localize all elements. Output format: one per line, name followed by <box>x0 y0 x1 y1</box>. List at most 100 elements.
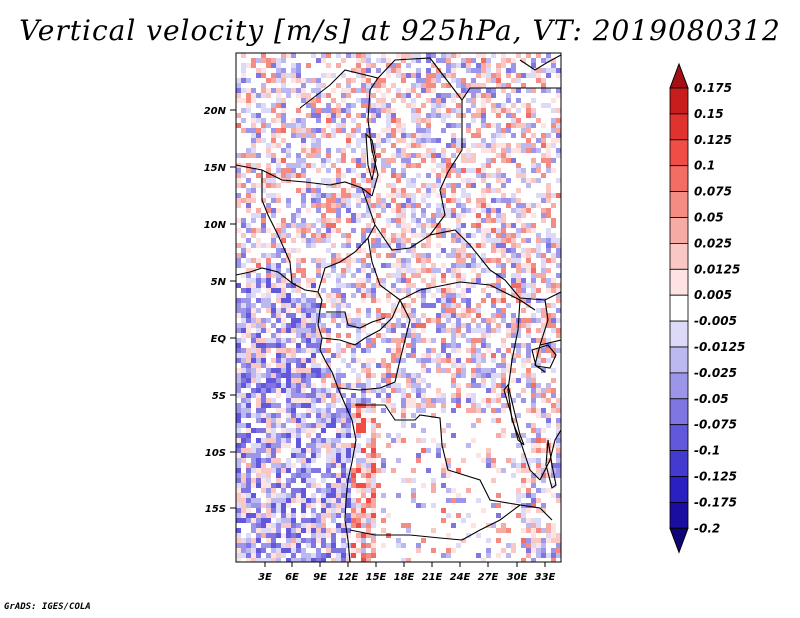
field-cell <box>336 113 341 118</box>
field-cell <box>241 448 246 453</box>
field-cell <box>496 468 501 473</box>
field-cell <box>431 488 436 493</box>
field-cell <box>251 553 256 558</box>
field-cell <box>436 443 441 448</box>
field-cell <box>341 118 346 123</box>
field-cell <box>246 203 251 208</box>
field-cell <box>341 483 346 488</box>
field-cell <box>236 343 241 348</box>
field-cell <box>241 433 246 438</box>
field-cell <box>431 278 436 283</box>
field-cell <box>301 203 306 208</box>
field-cell <box>361 298 366 303</box>
field-cell <box>371 433 376 438</box>
field-cell <box>301 508 306 513</box>
field-cell <box>531 538 536 543</box>
field-cell <box>431 283 436 288</box>
field-cell <box>496 313 501 318</box>
field-cell <box>551 233 556 238</box>
field-cell <box>261 393 266 398</box>
field-cell <box>541 488 546 493</box>
field-cell <box>451 163 456 168</box>
field-cell <box>276 298 281 303</box>
field-cell <box>351 258 356 263</box>
field-cell <box>286 548 291 553</box>
field-cell <box>531 378 536 383</box>
field-cell <box>486 283 491 288</box>
field-cell <box>446 553 451 558</box>
field-cell <box>441 158 446 163</box>
field-cell <box>271 433 276 438</box>
field-cell <box>541 393 546 398</box>
field-cell <box>441 293 446 298</box>
field-cell <box>256 163 261 168</box>
field-cell <box>431 158 436 163</box>
field-cell <box>521 253 526 258</box>
field-cell <box>411 248 416 253</box>
field-cell <box>306 423 311 428</box>
field-cell <box>366 193 371 198</box>
field-cell <box>396 188 401 193</box>
field-cell <box>481 458 486 463</box>
field-cell <box>391 63 396 68</box>
field-cell <box>296 258 301 263</box>
field-cell <box>361 78 366 83</box>
field-cell <box>556 543 561 548</box>
field-cell <box>426 383 431 388</box>
field-cell <box>506 553 511 558</box>
field-cell <box>531 388 536 393</box>
field-cell <box>411 138 416 143</box>
field-cell <box>286 123 291 128</box>
field-cell <box>491 103 496 108</box>
field-cell <box>361 88 366 93</box>
field-cell <box>541 428 546 433</box>
field-cell <box>481 193 486 198</box>
field-cell <box>236 368 241 373</box>
field-cell <box>306 188 311 193</box>
field-cell <box>556 318 561 323</box>
field-cell <box>451 343 456 348</box>
field-cell <box>556 133 561 138</box>
field-cell <box>411 378 416 383</box>
field-cell <box>426 318 431 323</box>
field-cell <box>271 273 276 278</box>
field-cell <box>241 538 246 543</box>
field-cell <box>356 163 361 168</box>
lake-malawi <box>545 439 557 489</box>
field-cell <box>491 218 496 223</box>
field-cell <box>536 338 541 343</box>
field-cell <box>271 533 276 538</box>
lon-label: 21E <box>422 572 443 583</box>
field-cell <box>426 353 431 358</box>
field-cell <box>291 463 296 468</box>
field-cell <box>331 203 336 208</box>
field-cell <box>286 53 291 58</box>
field-cell <box>286 393 291 398</box>
field-cell <box>366 98 371 103</box>
field-cell <box>276 308 281 313</box>
field-cell <box>456 113 461 118</box>
field-cell <box>276 503 281 508</box>
field-cell <box>521 543 526 548</box>
field-cell <box>436 113 441 118</box>
field-cell <box>241 478 246 483</box>
field-cell <box>406 178 411 183</box>
field-cell <box>341 543 346 548</box>
field-cell <box>471 318 476 323</box>
field-cell <box>236 493 241 498</box>
field-cell <box>371 133 376 138</box>
field-cell <box>441 163 446 168</box>
field-cell <box>251 388 256 393</box>
field-cell <box>301 328 306 333</box>
field-cell <box>341 453 346 458</box>
field-cell <box>446 63 451 68</box>
field-cell <box>311 323 316 328</box>
field-cell <box>276 533 281 538</box>
field-cell <box>471 328 476 333</box>
field-cell <box>371 183 376 188</box>
field-cell <box>491 388 496 393</box>
field-cell <box>496 63 501 68</box>
field-cell <box>266 533 271 538</box>
field-cell <box>511 463 516 468</box>
field-cell <box>381 388 386 393</box>
